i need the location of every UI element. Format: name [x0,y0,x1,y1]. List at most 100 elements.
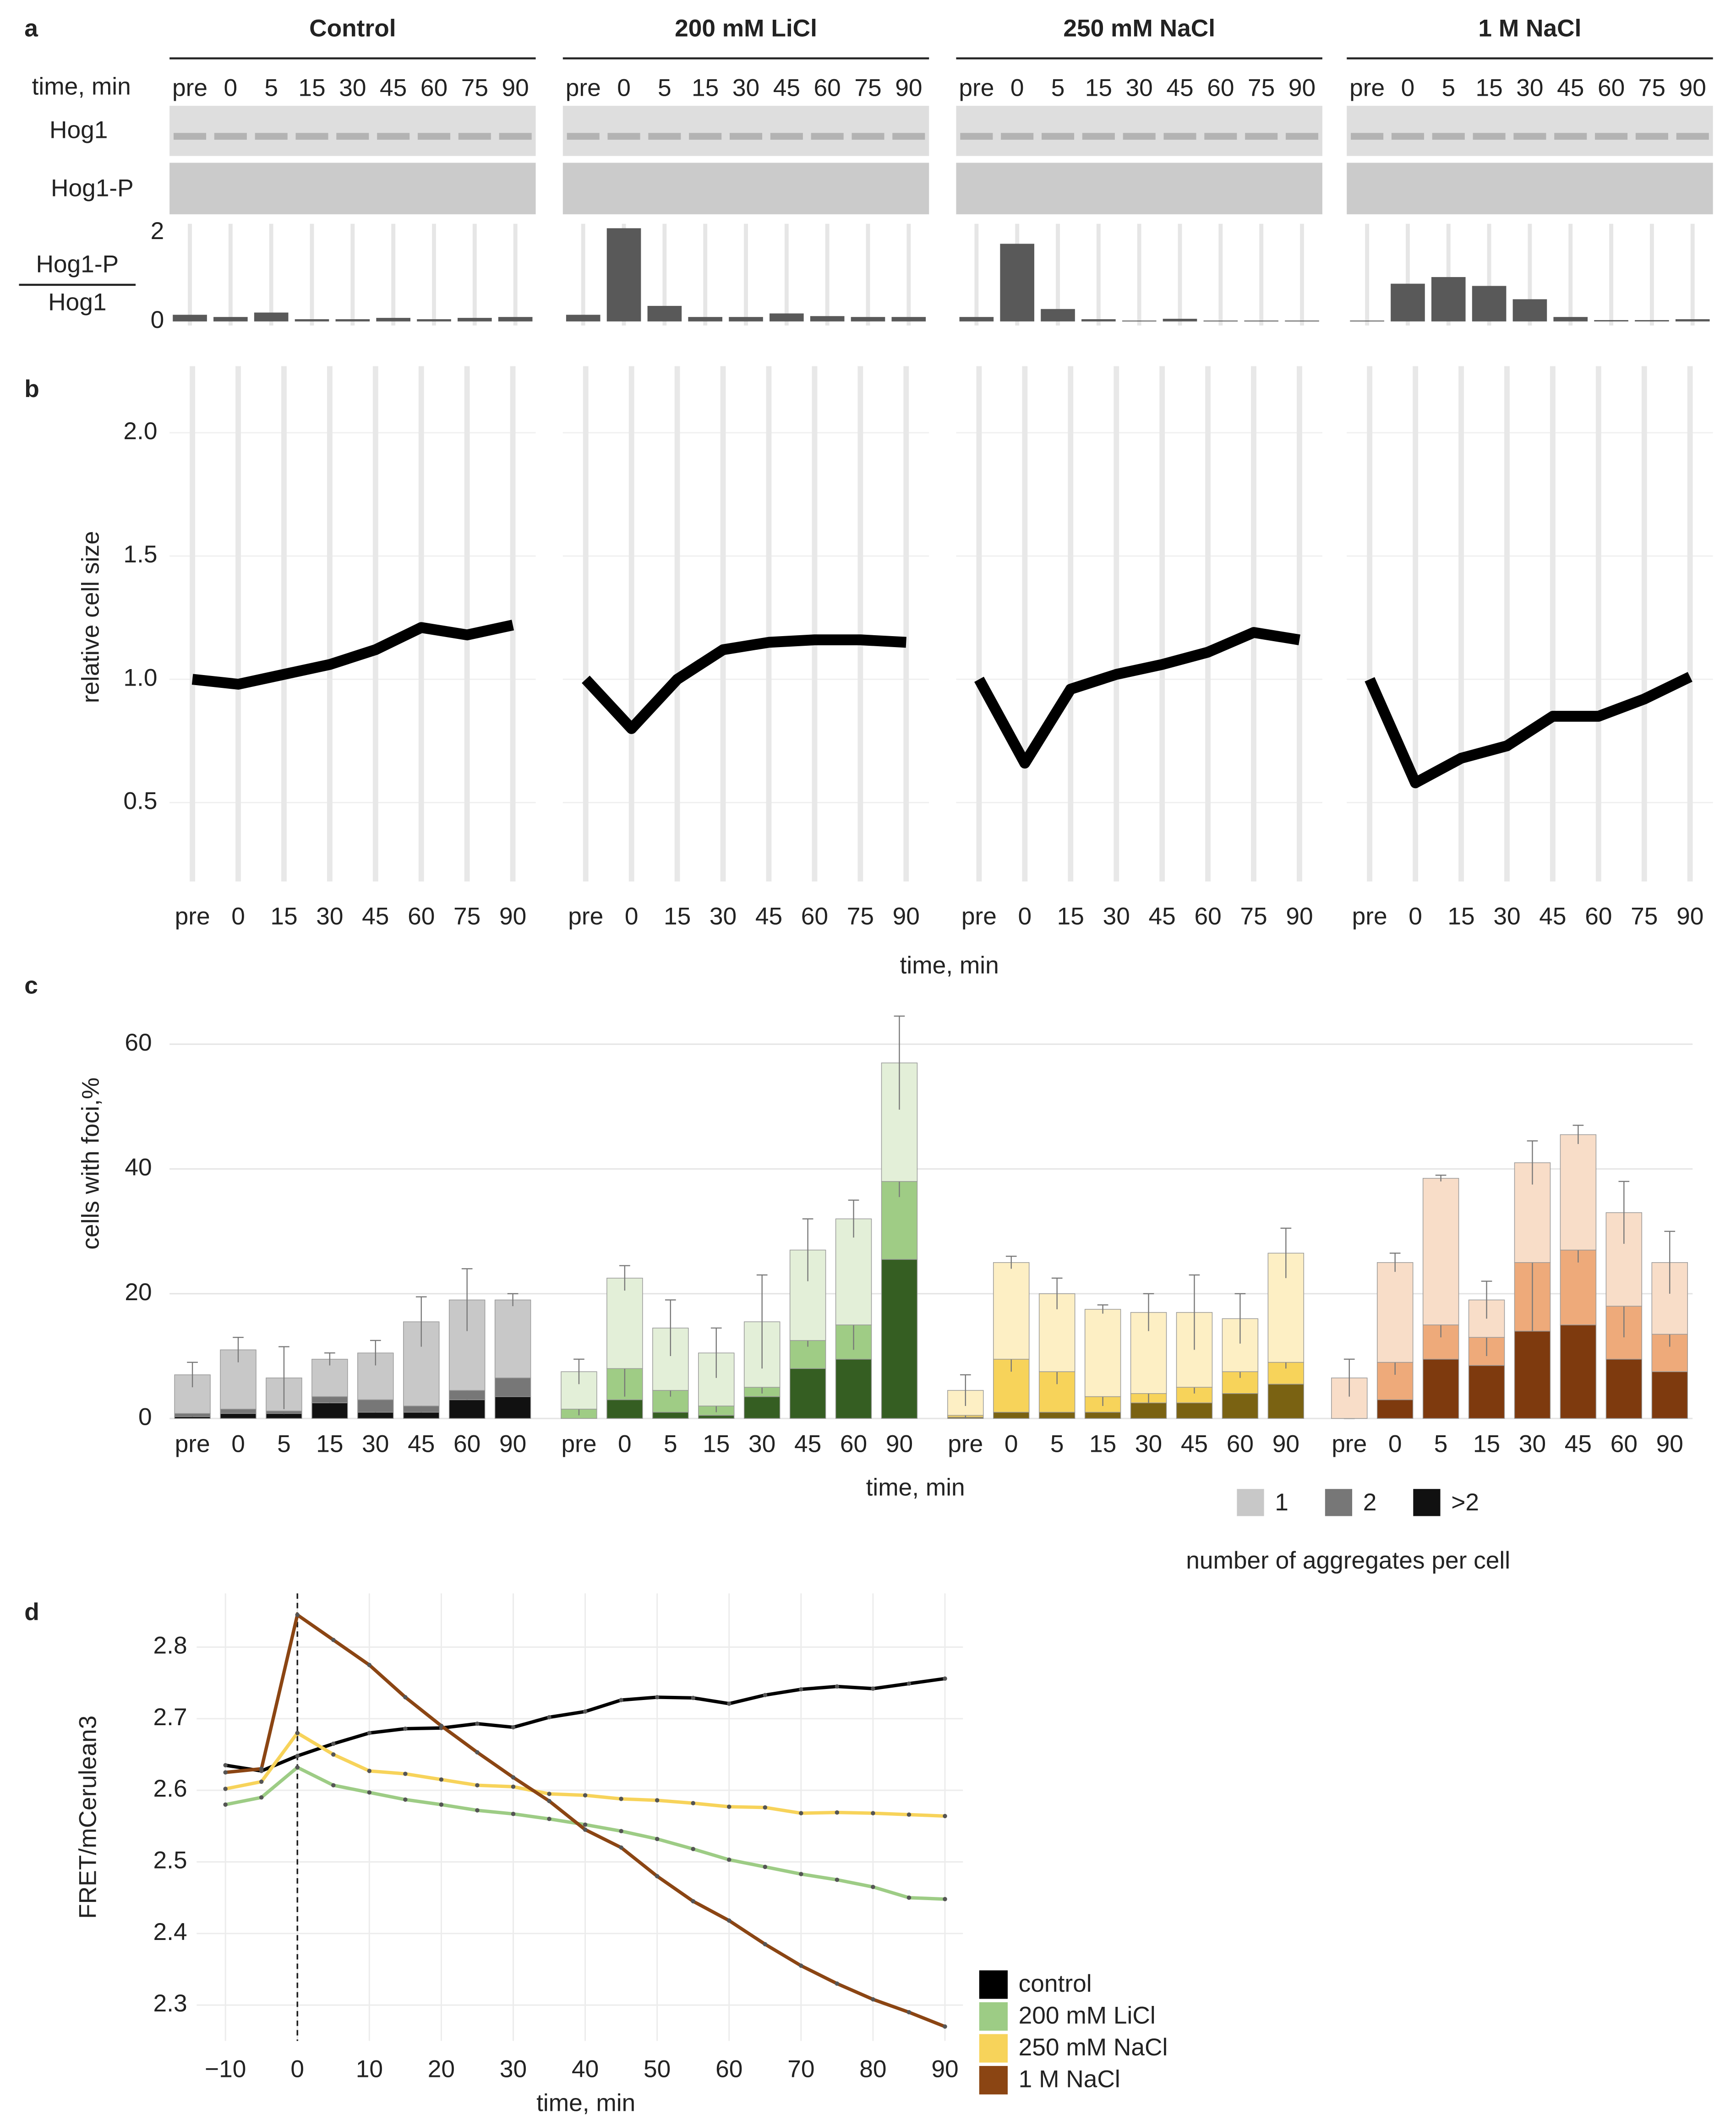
x-tick-label: 15 [703,1431,730,1458]
ratio-bar [1635,320,1669,321]
group-title: 200 mM LiCl [675,15,817,42]
bar-segment [789,1368,826,1419]
legend-swatch [979,2002,1008,2031]
row-label: Hog1 [49,116,108,143]
y-tick-label: 40 [125,1154,152,1181]
x-tick-label: 50 [644,2056,671,2083]
blot-band [377,133,410,140]
point [871,1686,875,1691]
x-tick-label: pre [561,1431,596,1458]
point [331,1741,336,1746]
legend-label: 1 [1275,1489,1288,1516]
bar-segment [1130,1402,1167,1419]
y-axis-label: cells with foci,% [77,1078,104,1250]
bar-segment [1376,1399,1414,1419]
x-tick-label: 60 [1585,903,1612,930]
x-tick-label: 60 [801,903,828,930]
x-tick-label: 0 [1018,903,1032,930]
bar-segment [1084,1309,1121,1397]
blot-band [770,133,803,140]
ratio-bar [851,317,885,321]
panel-label: d [24,1599,39,1626]
y-tick-label: 2.7 [153,1704,187,1731]
time-label: 5 [658,75,671,102]
ratio-bar [1000,244,1035,321]
blot-band [1676,133,1709,140]
point [619,1698,623,1702]
bar-segment [835,1359,872,1419]
y-tick-label: 2.6 [153,1775,187,1802]
legend-label: 1 M NaCl [1019,2066,1120,2093]
ratio-bar [1594,320,1628,321]
bar-segment [1651,1371,1688,1419]
time-label: 75 [1638,75,1665,102]
bar-segment [1084,1411,1121,1419]
y-tick-label: 0 [151,306,164,333]
point [906,1681,912,1686]
x-tick-label: pre [175,903,210,930]
point [511,1811,516,1816]
x-tick-label: 30 [316,903,343,930]
x-tick-label: 45 [1181,1431,1208,1458]
legend-label: 200 mM LiCl [1019,2002,1156,2029]
ratio-bar [376,318,410,321]
bar-segment [1605,1359,1643,1419]
y-tick-label: 1.0 [123,664,157,691]
blot-band [1473,133,1506,140]
point [583,1709,588,1714]
x-tick-label: pre [175,1431,210,1458]
point [655,1798,660,1803]
x-tick-label: −10 [205,2056,246,2083]
x-tick-label: 45 [408,1431,435,1458]
x-tick-label: 90 [1286,903,1313,930]
time-label: 5 [1441,75,1455,102]
blot-band [729,133,763,140]
time-label: pre [566,75,601,102]
x-tick-label: 20 [428,2056,455,2083]
blot-hog1-p [169,163,536,214]
blot-band [417,133,451,140]
x-tick-label: 45 [1539,903,1566,930]
point [583,1827,588,1832]
point [583,1822,588,1827]
point [906,1895,912,1900]
bar-segment [743,1396,781,1419]
point [763,1942,768,1946]
point [799,1963,803,1968]
point [295,1613,300,1617]
ratio-bar [335,319,370,321]
bar-segment [1560,1324,1597,1419]
x-tick-label: 90 [499,903,526,930]
x-tick-label: 0 [1004,1431,1018,1458]
point [367,1662,372,1667]
point [475,1722,480,1726]
legend-label: control [1019,1970,1092,1997]
legend-swatch [1325,1489,1353,1516]
bar-segment [494,1396,531,1419]
bar-segment [266,1413,302,1419]
blot-hog1-p [1347,163,1713,214]
bar-segment [357,1352,394,1400]
ratio-bar [1472,286,1507,321]
point [259,1766,264,1771]
x-tick-label: 40 [572,2056,599,2083]
time-label: 90 [502,75,529,102]
legend-label: 250 mM NaCl [1019,2034,1168,2061]
bar-segment [606,1399,643,1419]
ratio-bar [1041,309,1075,321]
blot-band [1285,133,1319,140]
blot-band [214,133,247,140]
blot-band [1635,133,1668,140]
y-tick-label: 2.3 [153,1990,187,2017]
x-tick-label: 0 [618,1431,632,1458]
bar-segment [1222,1393,1259,1419]
point [223,1802,228,1807]
mean-line [582,634,906,734]
time-label: 0 [1010,75,1024,102]
point [259,1795,264,1800]
time-row-label: time, min [32,73,131,100]
x-tick-label: 60 [1227,1431,1254,1458]
x-tick-label: 30 [1103,903,1130,930]
time-label: 0 [1401,75,1415,102]
blot-band [960,133,993,140]
